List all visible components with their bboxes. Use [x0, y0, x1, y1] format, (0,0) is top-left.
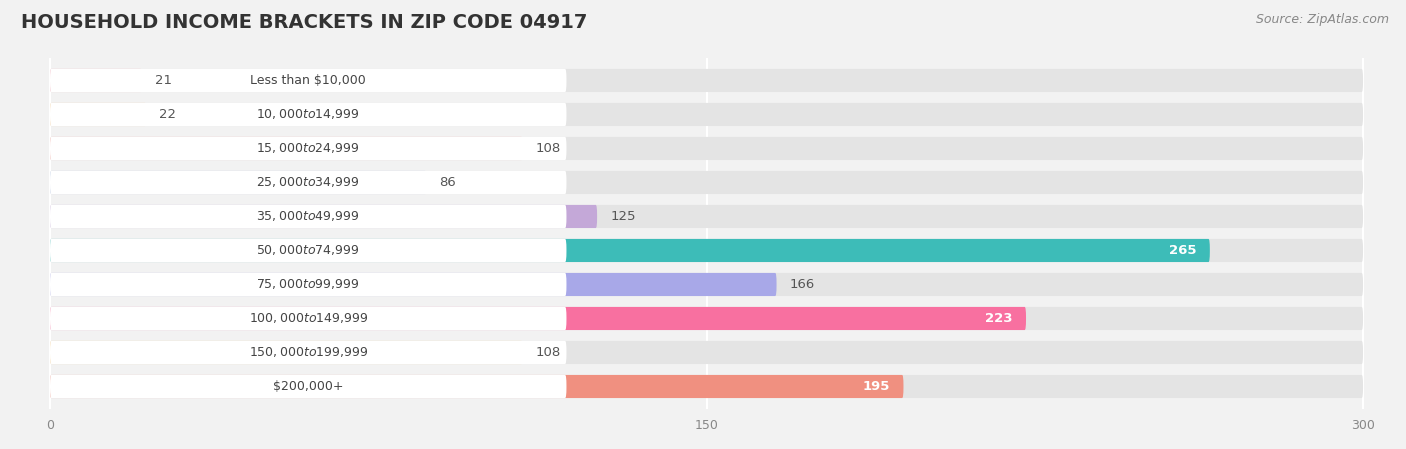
- Text: 195: 195: [863, 380, 890, 393]
- Text: 223: 223: [986, 312, 1012, 325]
- FancyBboxPatch shape: [51, 69, 142, 92]
- FancyBboxPatch shape: [51, 69, 567, 92]
- FancyBboxPatch shape: [51, 375, 904, 398]
- FancyBboxPatch shape: [51, 307, 567, 330]
- FancyBboxPatch shape: [51, 239, 1362, 262]
- FancyBboxPatch shape: [51, 171, 567, 194]
- Text: 22: 22: [159, 108, 176, 121]
- Text: $10,000 to $14,999: $10,000 to $14,999: [256, 107, 360, 122]
- Text: $150,000 to $199,999: $150,000 to $199,999: [249, 345, 368, 360]
- FancyBboxPatch shape: [51, 375, 567, 398]
- FancyBboxPatch shape: [51, 205, 567, 228]
- Text: $15,000 to $24,999: $15,000 to $24,999: [256, 141, 360, 155]
- FancyBboxPatch shape: [51, 171, 426, 194]
- Text: $50,000 to $74,999: $50,000 to $74,999: [256, 243, 360, 257]
- FancyBboxPatch shape: [51, 103, 1362, 126]
- Text: 108: 108: [536, 142, 561, 155]
- Text: 166: 166: [790, 278, 815, 291]
- FancyBboxPatch shape: [51, 375, 1362, 398]
- FancyBboxPatch shape: [51, 205, 598, 228]
- Text: $35,000 to $49,999: $35,000 to $49,999: [256, 210, 360, 224]
- FancyBboxPatch shape: [51, 341, 567, 364]
- Text: HOUSEHOLD INCOME BRACKETS IN ZIP CODE 04917: HOUSEHOLD INCOME BRACKETS IN ZIP CODE 04…: [21, 13, 588, 32]
- Text: 125: 125: [610, 210, 636, 223]
- FancyBboxPatch shape: [51, 307, 1362, 330]
- FancyBboxPatch shape: [51, 171, 1362, 194]
- FancyBboxPatch shape: [51, 273, 1362, 296]
- FancyBboxPatch shape: [51, 239, 1209, 262]
- FancyBboxPatch shape: [51, 205, 1362, 228]
- FancyBboxPatch shape: [51, 103, 567, 126]
- FancyBboxPatch shape: [51, 103, 146, 126]
- FancyBboxPatch shape: [51, 137, 1362, 160]
- Text: 86: 86: [440, 176, 457, 189]
- Text: 265: 265: [1170, 244, 1197, 257]
- Text: 108: 108: [536, 346, 561, 359]
- FancyBboxPatch shape: [51, 137, 567, 160]
- FancyBboxPatch shape: [51, 69, 1362, 92]
- FancyBboxPatch shape: [51, 273, 776, 296]
- FancyBboxPatch shape: [51, 239, 567, 262]
- FancyBboxPatch shape: [51, 137, 523, 160]
- Text: Less than $10,000: Less than $10,000: [250, 74, 366, 87]
- FancyBboxPatch shape: [51, 341, 1362, 364]
- FancyBboxPatch shape: [51, 273, 567, 296]
- Text: Source: ZipAtlas.com: Source: ZipAtlas.com: [1256, 13, 1389, 26]
- Text: $25,000 to $34,999: $25,000 to $34,999: [256, 176, 360, 189]
- Text: $75,000 to $99,999: $75,000 to $99,999: [256, 277, 360, 291]
- FancyBboxPatch shape: [51, 307, 1026, 330]
- Text: $100,000 to $149,999: $100,000 to $149,999: [249, 312, 368, 326]
- FancyBboxPatch shape: [51, 341, 523, 364]
- Text: $200,000+: $200,000+: [273, 380, 343, 393]
- Text: 21: 21: [155, 74, 172, 87]
